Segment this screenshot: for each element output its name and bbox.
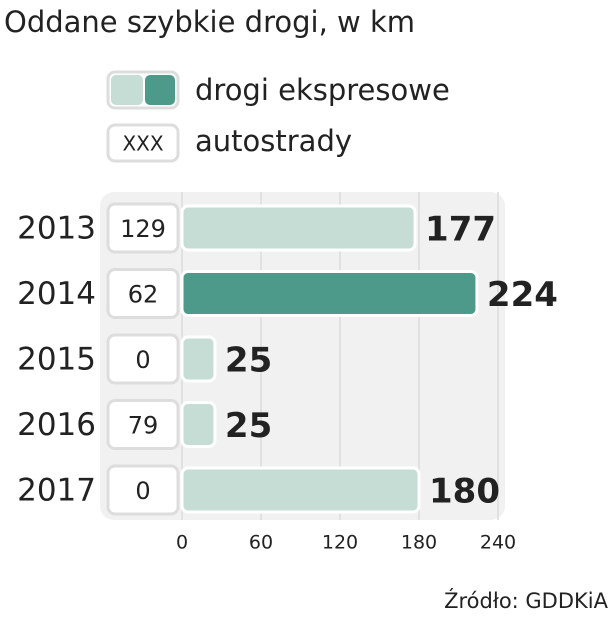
value-box — [106, 268, 180, 319]
value-label: 62 — [128, 281, 159, 309]
legend-swatch — [111, 75, 143, 105]
x-tick-label: 120 — [322, 532, 358, 554]
bar — [180, 335, 217, 383]
y-tick-label: 2015 — [17, 342, 96, 378]
x-tick-label: 0 — [176, 532, 188, 554]
value-label: 0 — [135, 477, 150, 505]
value-label: 79 — [128, 412, 159, 440]
data-label: 25 — [225, 406, 272, 446]
y-tick-label: 2014 — [17, 276, 96, 312]
value-box — [106, 333, 180, 385]
y-tick-label: 2013 — [17, 211, 96, 247]
legend-swatch — [106, 123, 180, 163]
value-label: 0 — [135, 346, 150, 374]
data-label: 180 — [429, 472, 500, 512]
data-label: 25 — [225, 341, 272, 381]
data-label: 177 — [425, 210, 496, 250]
value-box — [106, 464, 180, 516]
y-tick-label: 2016 — [17, 407, 96, 443]
bar — [180, 270, 479, 317]
x-tick-label: 180 — [401, 532, 437, 554]
legend-label: autostrady — [195, 124, 352, 158]
legend-sample: XXX — [122, 132, 163, 156]
x-tick-label: 60 — [249, 532, 273, 554]
bar — [180, 401, 217, 448]
bar — [180, 466, 421, 514]
legend-swatch — [145, 75, 175, 105]
value-box — [106, 202, 180, 254]
value-label: 129 — [120, 215, 166, 243]
source: Źródło: GDDKiA — [444, 588, 609, 613]
x-tick-label: 240 — [480, 532, 516, 554]
value-box — [106, 399, 180, 450]
bar — [180, 204, 417, 252]
data-label: 224 — [487, 275, 558, 315]
y-tick-label: 2017 — [17, 473, 96, 509]
legend-label: drogi ekspresowe — [195, 73, 450, 107]
chart-title: Oddane szybkie drogi, w km — [4, 5, 415, 39]
